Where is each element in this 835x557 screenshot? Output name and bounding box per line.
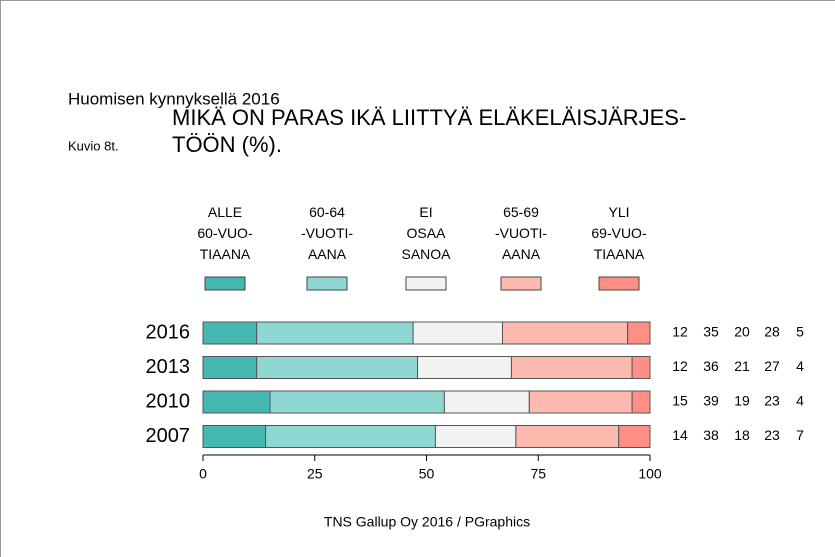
legend-swatch [306,276,348,291]
figure-label: Kuvio 8t. [68,138,119,153]
x-tick-label: 50 [419,466,435,482]
bar-segment [412,321,503,345]
value-label: 23 [764,393,780,409]
value-label: 27 [764,358,780,374]
value-label: 21 [734,358,750,374]
legend-swatch [405,276,447,291]
header: Huomisen kynnyksellä 2016 [68,89,280,108]
bar-segment [202,356,258,379]
value-label: 20 [734,324,750,340]
value-label: 5 [796,324,804,340]
legend-swatch [204,276,246,291]
y-tick-label: 2013 [146,356,191,378]
y-tick-label: 2010 [146,390,191,412]
value-label: 7 [796,427,804,443]
chart-title: MIKÄ ON PARAS IKÄ LIITTYÄ ELÄKELÄISJÄRJE… [172,105,686,157]
value-label: 36 [703,358,719,374]
bar-segment [631,356,651,379]
bar-segment [618,425,651,448]
bar-segment [501,321,629,345]
value-label: 23 [764,427,780,443]
bar-segment [202,390,271,414]
value-label: 15 [672,393,688,409]
value-label: 4 [796,358,804,374]
bar-segment [631,390,651,414]
x-tick-label: 100 [638,466,662,482]
legend-label: EI OSAA SANOA [401,204,451,262]
bar-segment [443,390,530,414]
bar-segment [515,425,620,448]
bar-segment [627,321,651,345]
legend-label: YLI 69-VUO-TIAANA [591,204,647,262]
x-tick-label: 75 [530,466,546,482]
y-tick-label: 2007 [146,425,191,447]
legend-swatch [500,276,542,291]
bar-segment [528,390,633,414]
legend-label: ALLE 60-VUO-TIAANA [197,204,253,262]
bar-segment [202,425,267,448]
source: TNS Gallup Oy 2016 / PGraphics [324,514,530,530]
bar-segment [269,390,445,414]
bar-segment [265,425,436,448]
value-label: 19 [734,393,750,409]
bar-segment [510,356,633,379]
value-label: 35 [703,324,719,340]
legend-label: 60-64 -VUOTI-AANA [301,204,353,262]
value-label: 38 [703,427,719,443]
value-label: 18 [734,427,750,443]
y-tick-label: 2016 [146,321,191,343]
bar-segment [256,356,419,379]
x-tick-label: 0 [199,466,207,482]
bar-segment [417,356,512,379]
bar-segment [256,321,414,345]
value-label: 12 [672,358,688,374]
value-label: 14 [672,427,688,443]
bar-segment [202,321,258,345]
value-label: 28 [764,324,780,340]
value-label: 12 [672,324,688,340]
x-tick-label: 25 [307,466,323,482]
legend-label: 65-69 -VUOTI-AANA [495,204,547,262]
legend-swatch [598,276,640,291]
value-label: 39 [703,393,719,409]
value-label: 4 [796,393,804,409]
bar-segment [434,425,517,448]
